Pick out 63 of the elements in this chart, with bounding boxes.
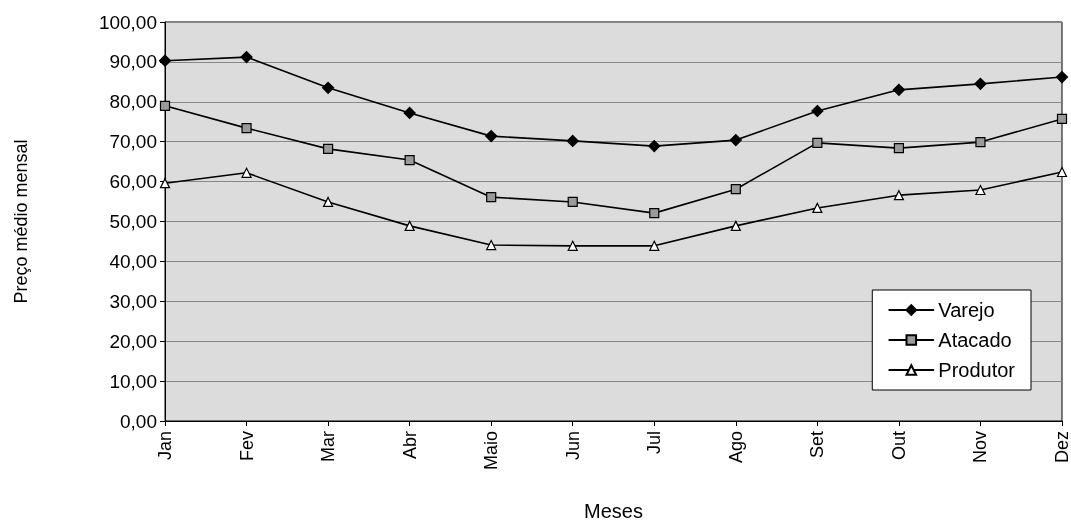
x-axis-title: Meses: [584, 500, 643, 522]
x-tick-label: Mar: [318, 431, 339, 462]
x-tick-label: Ago: [725, 431, 746, 464]
point: [158, 54, 172, 67]
point: [649, 240, 660, 251]
y-tick-label: 50,00: [109, 211, 157, 232]
x-tick-label: Jun: [562, 431, 583, 461]
point: [730, 184, 741, 195]
point: [486, 192, 497, 203]
y-tick-label: 40,00: [109, 250, 157, 272]
y-tick-label: 60,00: [109, 171, 157, 193]
y-tick-label: 90,00: [109, 51, 157, 73]
legend-label: Atacado: [938, 329, 1012, 351]
legend-label: Varejo: [938, 299, 995, 321]
point: [403, 106, 416, 120]
x-tick-label: Fev: [236, 431, 257, 462]
point: [322, 196, 334, 208]
point: [729, 134, 742, 147]
x-tick-label: Out: [888, 431, 909, 461]
point: [240, 51, 253, 64]
point: [404, 220, 415, 231]
y-axis-title: Preço médio mensal: [11, 139, 31, 304]
point: [159, 100, 171, 111]
point: [566, 134, 579, 147]
point: [567, 196, 578, 208]
point: [241, 123, 252, 134]
x-tick-label: Dez: [1052, 431, 1071, 464]
x-tick-label: Maio: [481, 431, 502, 471]
x-tick-label: Set: [807, 431, 828, 459]
y-tick-label: 20,00: [109, 330, 157, 352]
point: [974, 77, 987, 90]
point: [1056, 113, 1068, 125]
point: [812, 202, 823, 214]
y-tick-label: 30,00: [109, 290, 157, 312]
point: [975, 137, 986, 148]
point: [975, 184, 986, 196]
point: [649, 208, 660, 219]
x-tick-label: Nov: [970, 431, 991, 464]
point: [812, 137, 823, 148]
legend-label: Produtor: [938, 359, 1016, 381]
point: [404, 154, 415, 166]
point: [241, 167, 252, 178]
point: [730, 220, 741, 231]
point: [485, 130, 498, 143]
x-tick-label: Jul: [644, 431, 665, 455]
x-tick-label: Abr: [399, 431, 420, 460]
y-tick-label: 0,00: [120, 410, 157, 432]
point: [648, 139, 661, 153]
point: [567, 240, 578, 251]
y-tick-label: 80,00: [109, 91, 157, 113]
point: [1056, 166, 1068, 178]
point: [486, 239, 497, 251]
x-tick-label: Jan: [155, 431, 175, 461]
point: [811, 104, 824, 118]
point: [893, 190, 905, 201]
point: [322, 143, 334, 154]
y-tick-label: 100,00: [98, 11, 157, 33]
y-tick-label: 10,00: [109, 370, 157, 392]
point: [893, 142, 905, 154]
point: [892, 83, 906, 96]
y-tick-label: 70,00: [109, 131, 157, 153]
point: [321, 81, 335, 94]
point: [1055, 70, 1069, 84]
